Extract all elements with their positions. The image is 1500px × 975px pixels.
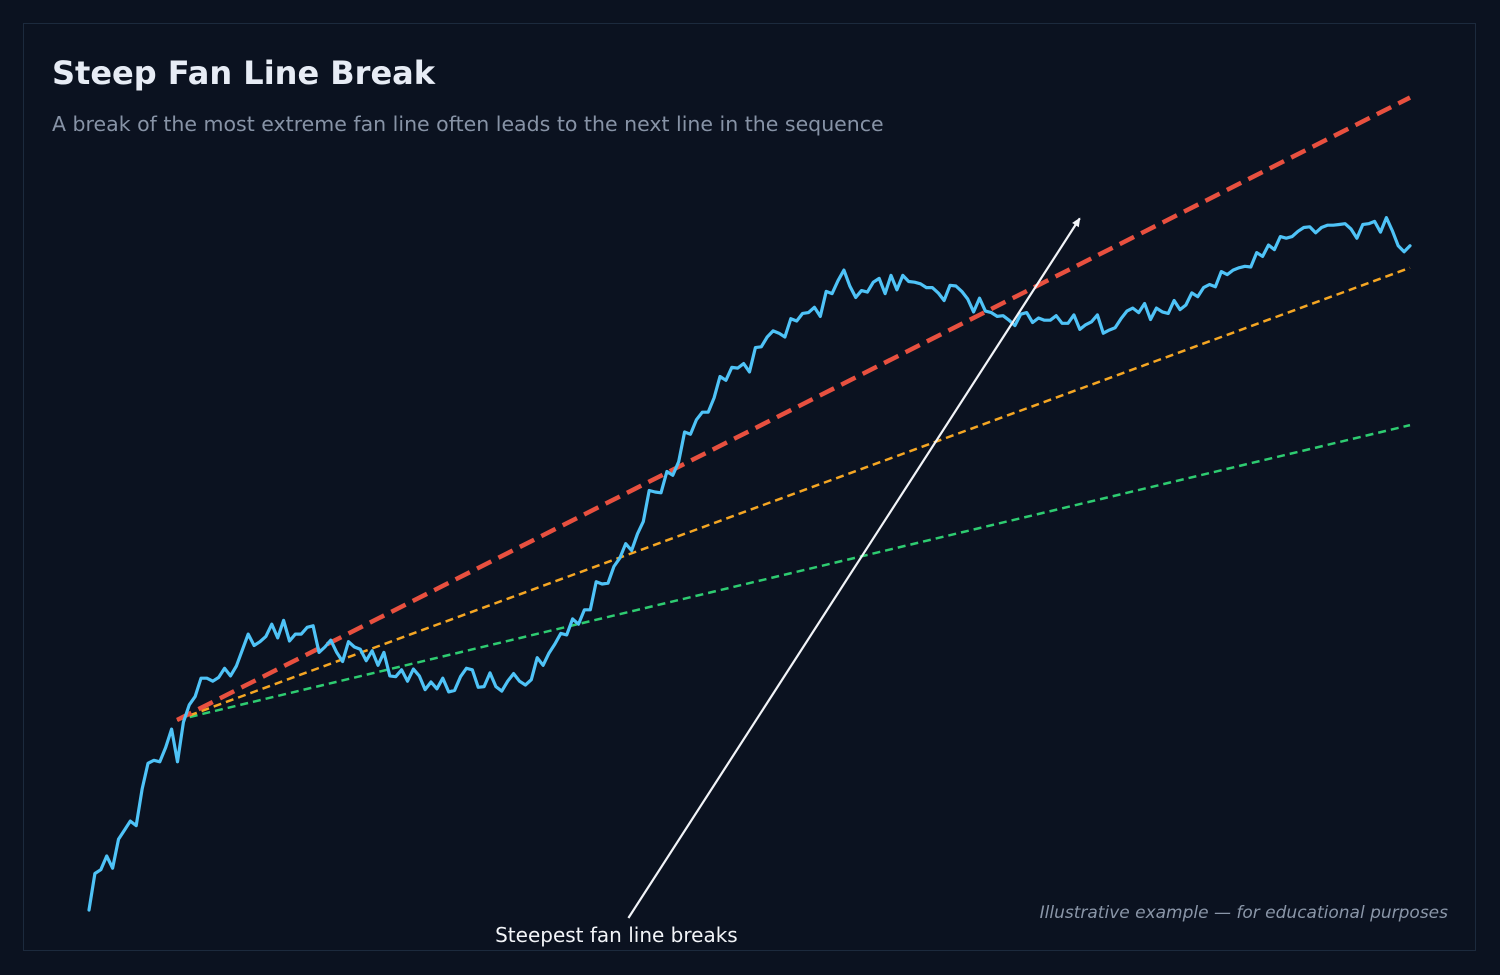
fan-lines <box>176 95 1412 723</box>
chart-subtitle: A break of the most extreme fan line oft… <box>52 112 884 136</box>
chart-frame <box>23 23 1476 951</box>
chart-title: Steep Fan Line Break <box>52 54 436 92</box>
fan-line-shallow <box>176 423 1411 722</box>
annotation-group: Steepest fan line breaks <box>495 217 1081 947</box>
annotation-arrow <box>627 217 1081 919</box>
price-series <box>87 216 1412 912</box>
annotation-label: Steepest fan line breaks <box>495 923 738 947</box>
fan-line-middle <box>176 266 1411 722</box>
chart-footnote: Illustrative example — for educational p… <box>1039 903 1448 923</box>
fan-line-steepest <box>176 95 1412 723</box>
price-line <box>87 216 1412 912</box>
